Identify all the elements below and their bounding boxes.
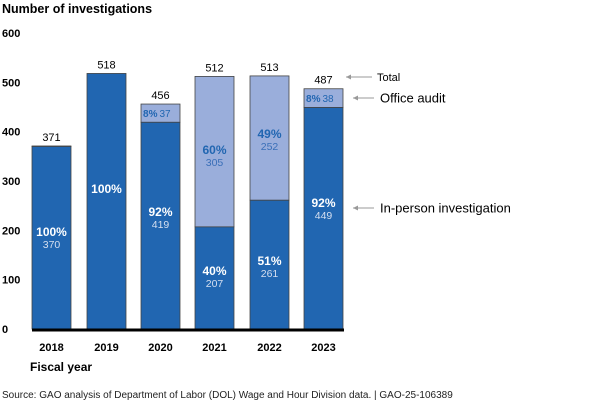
bar-segment-in-person — [31, 146, 72, 330]
bar-segment-in-person — [194, 226, 235, 330]
in-person-pct-label: 92% — [311, 196, 335, 210]
total-label: 512 — [205, 62, 223, 74]
in-person-pct-label: 92% — [148, 205, 172, 219]
x-tick-label: 2020 — [148, 342, 172, 354]
source-note: Source: GAO analysis of Department of La… — [2, 390, 453, 401]
office-pct-label: 60% — [202, 143, 226, 157]
y-tick-label: 600 — [2, 28, 20, 40]
office-value-label: 252 — [261, 141, 279, 153]
total-label: 487 — [314, 75, 332, 87]
x-tick-label: 2023 — [311, 342, 335, 354]
total-arrow-arrowhead-icon — [346, 74, 351, 80]
bar-segment-in-person — [249, 199, 290, 330]
in-person-value-label: 449 — [315, 210, 333, 222]
y-tick-label: 300 — [2, 176, 20, 188]
in-person-pct-label: 51% — [257, 254, 281, 268]
y-tick-label: 100 — [2, 275, 20, 287]
in-person-value-label: 207 — [206, 278, 224, 290]
y-tick-label: 400 — [2, 127, 20, 139]
office-pct-label: 49% — [257, 127, 281, 141]
in-person-pct-label: 40% — [202, 264, 226, 278]
total-label: 518 — [97, 59, 115, 71]
bar-segment-office-audit — [249, 75, 290, 201]
total-label: 371 — [42, 132, 60, 144]
bar-segment-office-audit — [194, 76, 235, 228]
office-value-label: 305 — [206, 157, 224, 169]
y-tick-label: 200 — [2, 225, 20, 237]
bar-segment-in-person — [303, 107, 344, 330]
in-person-value-label: 261 — [261, 268, 279, 280]
inperson-arrow-arrowhead-icon — [353, 205, 358, 211]
annotation-in-person: In-person investigation — [380, 201, 511, 216]
y-tick-label: 0 — [2, 324, 8, 336]
total-label: 513 — [260, 62, 278, 74]
in-person-value-label: 419 — [152, 219, 170, 231]
total-label: 456 — [151, 90, 169, 102]
office-arrow-arrowhead-icon — [353, 95, 358, 101]
x-tick-label: 2021 — [202, 342, 226, 354]
in-person-pct-label: 100% — [36, 225, 67, 239]
y-axis-title: Number of investigations — [2, 2, 153, 16]
annotation-office-audit: Office audit — [380, 91, 446, 106]
x-axis-title: Fiscal year — [30, 360, 93, 374]
annotation-total: Total — [377, 72, 400, 84]
office-pct-label: 8% — [143, 109, 158, 120]
bar-segment-in-person — [86, 73, 127, 330]
x-tick-label: 2019 — [94, 342, 118, 354]
x-tick-label: 2018 — [39, 342, 63, 354]
office-value-label: 37 — [160, 109, 172, 120]
office-value-label: 38 — [323, 94, 335, 105]
office-pct-label: 8% — [306, 94, 321, 105]
in-person-pct-label: 100% — [91, 182, 122, 196]
x-tick-label: 2022 — [257, 342, 281, 354]
y-tick-label: 500 — [2, 77, 20, 89]
bar-segment-in-person — [140, 121, 181, 330]
in-person-value-label: 370 — [43, 239, 61, 251]
